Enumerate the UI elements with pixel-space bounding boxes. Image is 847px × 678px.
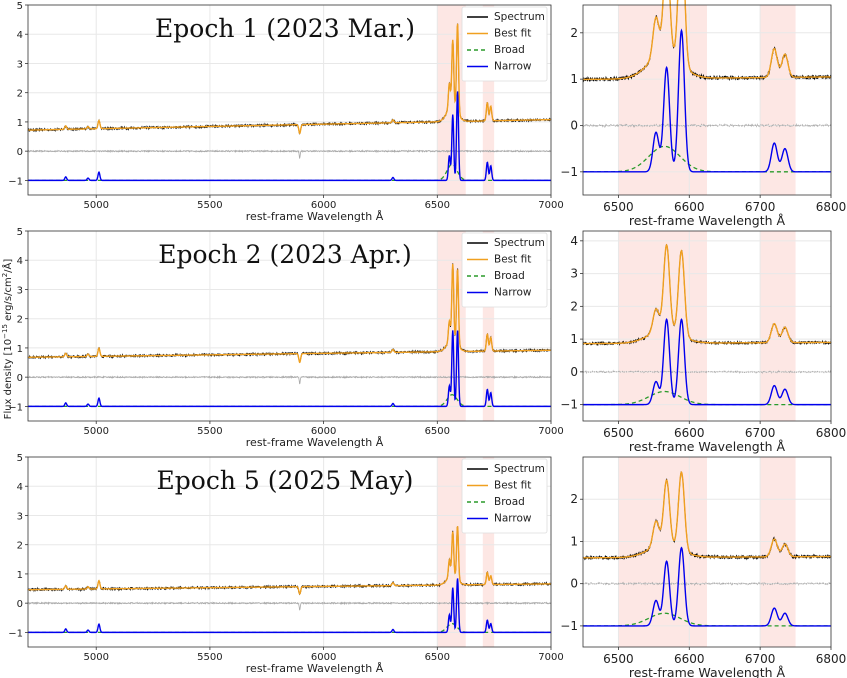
legend-label-spectrum: Spectrum — [494, 11, 545, 23]
left-panel-epoch-2: 5000 5500 6000 6500 7000 −1 0 1 2 3 4 5 rest-frame W… — [8, 227, 563, 449]
spectral-figure: Flux density [10−15 erg/s/cm2/Å] 5000 550… — [0, 0, 847, 678]
legend-label-narrow: Narrow — [494, 287, 532, 299]
epoch-title: Epoch 2 (2023 Apr.) — [158, 240, 412, 269]
y-tick-label: 2 — [17, 541, 23, 552]
y-tick-label: 0 — [17, 599, 23, 610]
y-tick-label: −1 — [560, 165, 578, 179]
legend-label-bestfit: Best fit — [494, 28, 531, 40]
x-tick-label: 5000 — [83, 200, 108, 211]
y-tick-label: 1 — [570, 534, 578, 548]
fit-window-shade — [760, 457, 795, 647]
y-tick-label: 0 — [570, 577, 578, 591]
y-tick-label: −1 — [560, 398, 578, 412]
y-tick-label: 4 — [17, 482, 23, 493]
x-tick-label: 6600 — [674, 200, 705, 214]
right-panel-epoch-3: 6500 6600 6700 6800 −1 0 1 2 rest-frame Waveleng… — [560, 457, 846, 678]
y-tick-label: −1 — [560, 619, 578, 633]
y-tick-label: 0 — [570, 118, 578, 132]
y-tick-label: 2 — [17, 315, 23, 326]
legend-label-narrow: Narrow — [494, 61, 532, 73]
y-tick-label: 2 — [17, 89, 23, 100]
x-axis-label-zoom: rest-frame Wavelength Å — [629, 213, 786, 228]
y-tick-label: 5 — [17, 453, 23, 464]
epoch-title: Epoch 5 (2025 May) — [157, 466, 414, 495]
y-tick-label: 5 — [17, 1, 23, 12]
x-axis-label: rest-frame Wavelength Å — [246, 436, 384, 449]
x-tick-label: 6500 — [603, 426, 634, 440]
legend-label-spectrum: Spectrum — [494, 463, 545, 475]
y-tick-label: 2 — [570, 26, 578, 40]
y-tick-label: 3 — [17, 59, 23, 70]
x-tick-label: 6500 — [603, 200, 634, 214]
y-tick-label: 1 — [17, 344, 23, 355]
x-tick-label: 6700 — [745, 426, 776, 440]
legend: Spectrum Best fit Broad Narrow — [462, 7, 547, 81]
y-tick-label: −1 — [8, 402, 23, 413]
x-tick-label: 5000 — [83, 652, 108, 663]
y-tick-label: 2 — [570, 492, 578, 506]
right-panel-epoch-2: 6500 6600 6700 6800 −1 0 1 2 3 4 rest-frame Wavele… — [560, 231, 846, 454]
y-tick-label: 0 — [570, 365, 578, 379]
y-tick-label: 1 — [17, 118, 23, 129]
y-tick-label: 1 — [570, 72, 578, 86]
epoch-title: Epoch 1 (2023 Mar.) — [155, 14, 415, 43]
legend-label-broad: Broad — [494, 270, 525, 282]
x-tick-label: 5500 — [197, 652, 222, 663]
fit-window-shade — [437, 5, 465, 195]
y-tick-label: 3 — [17, 511, 23, 522]
legend: Spectrum Best fit Broad Narrow — [462, 233, 547, 307]
x-tick-label: 6500 — [425, 426, 450, 437]
y-axis-label: Flux density [10−15 erg/s/cm2/Å] — [1, 259, 14, 420]
left-panel-epoch-3: 5000 5500 6000 6500 7000 −1 0 1 2 3 4 5 rest-frame W… — [8, 453, 563, 675]
y-tick-label: 0 — [17, 373, 23, 384]
x-tick-label: 5500 — [197, 426, 222, 437]
y-tick-label: −1 — [8, 176, 23, 187]
x-axis-label-zoom: rest-frame Wavelength Å — [629, 665, 786, 678]
y-tick-label: −1 — [8, 628, 23, 639]
fit-window-shade — [618, 231, 707, 421]
x-tick-label: 6700 — [745, 652, 776, 666]
x-axis-label: rest-frame Wavelength Å — [246, 662, 384, 675]
fit-window-shade — [437, 231, 465, 421]
y-tick-label: 4 — [570, 234, 578, 248]
y-tick-label: 1 — [17, 570, 23, 581]
legend: Spectrum Best fit Broad Narrow — [462, 459, 547, 533]
y-tick-label: 4 — [17, 30, 23, 41]
y-tick-label: 5 — [17, 227, 23, 238]
x-tick-label: 6600 — [674, 426, 705, 440]
x-tick-label: 6800 — [816, 652, 847, 666]
y-tick-label: 3 — [17, 285, 23, 296]
legend-label-bestfit: Best fit — [494, 254, 531, 266]
x-tick-label: 6600 — [674, 652, 705, 666]
x-tick-label: 6800 — [816, 200, 847, 214]
left-panel-epoch-1: 5000 5500 6000 6500 7000 −1 0 1 2 3 4 5 rest-frame W… — [8, 1, 563, 223]
x-tick-label: 6800 — [816, 426, 847, 440]
x-tick-label: 5000 — [83, 426, 108, 437]
x-tick-label: 6500 — [425, 652, 450, 663]
fit-window-shade — [618, 457, 707, 647]
fit-window-shade — [618, 5, 707, 195]
y-tick-label: 3 — [570, 267, 578, 281]
right-panel-epoch-1: 6500 6600 6700 6800 −1 0 1 2 rest-frame Waveleng… — [560, 0, 846, 228]
legend-label-broad: Broad — [494, 44, 525, 56]
y-tick-label: 0 — [17, 147, 23, 158]
y-tick-label: 1 — [570, 332, 578, 346]
legend-label-spectrum: Spectrum — [494, 237, 545, 249]
x-tick-label: 7000 — [538, 200, 563, 211]
y-tick-label: 2 — [570, 299, 578, 313]
x-tick-label: 6700 — [745, 200, 776, 214]
x-tick-label: 7000 — [538, 426, 563, 437]
x-tick-label: 5500 — [197, 200, 222, 211]
x-axis-label-zoom: rest-frame Wavelength Å — [629, 439, 786, 454]
x-axis-label: rest-frame Wavelength Å — [246, 210, 384, 223]
legend-label-bestfit: Best fit — [494, 480, 531, 492]
x-tick-label: 7000 — [538, 652, 563, 663]
y-tick-label: 4 — [17, 256, 23, 267]
x-tick-label: 6500 — [425, 200, 450, 211]
legend-label-broad: Broad — [494, 496, 525, 508]
legend-label-narrow: Narrow — [494, 513, 532, 525]
x-tick-label: 6500 — [603, 652, 634, 666]
